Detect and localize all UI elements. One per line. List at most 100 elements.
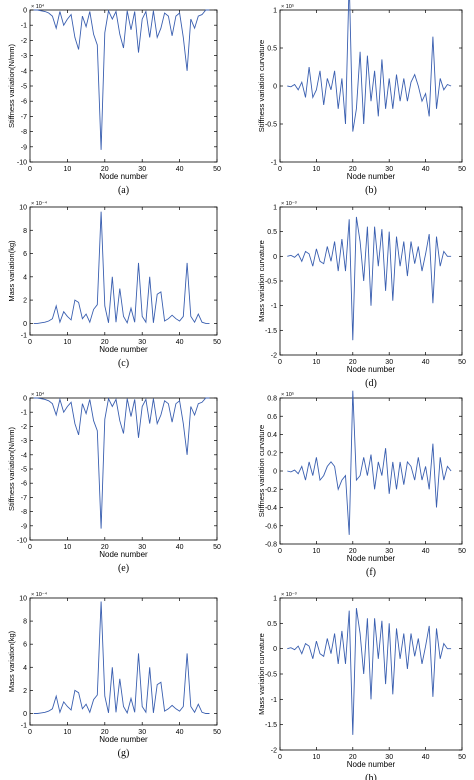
x-tick-label: 40 <box>422 166 430 173</box>
y-tick-label: -2 <box>21 424 27 431</box>
x-tick-label: 20 <box>349 754 357 761</box>
series-line <box>33 9 210 150</box>
y-tick-label: 0.4 <box>267 432 277 439</box>
y-axis-label: Stiffness variation curvature <box>257 425 266 517</box>
panel-caption: (a) <box>118 185 129 196</box>
y-axis-label: Mass variation(kg) <box>7 240 16 302</box>
chart-panel-f: 0 10 20 30 40 50 0.8 0.6 0.4 0.2 0 -0.2 -0.4 -0.6 -0.8… <box>257 390 466 578</box>
y-tick-label: -2 <box>271 353 277 360</box>
x-tick-label: 40 <box>176 544 184 551</box>
y-tick-label: -4 <box>21 452 27 459</box>
panel-caption: (d) <box>365 378 377 389</box>
x-tick-label: 0 <box>278 166 282 173</box>
plot-frame <box>279 206 463 356</box>
y-tick-label: -5 <box>21 84 27 91</box>
x-tick-label: 50 <box>213 339 221 346</box>
series-line <box>287 390 452 535</box>
y-tick-label: 8 <box>23 228 27 235</box>
x-tick-label: 20 <box>101 544 109 551</box>
x-tick-label: 30 <box>385 359 393 366</box>
y-tick-label: 6 <box>23 251 27 258</box>
y-tick-label: -1.5 <box>265 722 277 729</box>
y-tick-label: 1 <box>273 205 277 212</box>
y-tick-label: 1 <box>273 596 277 603</box>
x-tick-label: 20 <box>101 729 109 736</box>
y-tick-label: 0 <box>23 8 27 15</box>
y-tick-label: 0 <box>23 396 27 403</box>
y-tick-label: -0.8 <box>265 542 277 549</box>
x-tick-label: 10 <box>313 359 321 366</box>
y-tick-label: -7 <box>21 495 27 502</box>
x-tick-label: 10 <box>64 729 72 736</box>
y-tick-label: -0.5 <box>265 279 277 286</box>
x-tick-label: 30 <box>138 166 146 173</box>
y-axis-label: Stiffness variation(N/mm) <box>7 43 16 128</box>
y-axis-label: Mass variation(kg) <box>7 630 16 692</box>
panel-caption: (g) <box>118 748 130 759</box>
y-axis-label: Mass variation curvature <box>257 240 266 322</box>
y-axis-label: Stiffness variation curvature <box>257 40 266 132</box>
plot-frame <box>29 597 218 726</box>
x-tick-label: 30 <box>385 166 393 173</box>
y-tick-label: -1.5 <box>265 328 277 335</box>
x-tick-label: 30 <box>385 548 393 555</box>
x-tick-label: 10 <box>313 166 321 173</box>
x-tick-label: 20 <box>349 359 357 366</box>
x-tick-label: 50 <box>213 166 221 173</box>
x-tick-label: 10 <box>313 548 321 555</box>
panel-caption: (b) <box>365 185 377 196</box>
x-tick-label: 40 <box>422 548 430 555</box>
y-tick-label: -6 <box>21 99 27 106</box>
x-axis-label: Node number <box>99 550 148 559</box>
chart-panel-a: 0 10 20 30 40 50 0 -1 -2 -3 -4 -5 -6 -7 -8 -9 -10 × 10⁴ No… <box>7 3 221 196</box>
axis-multiplier: × 10⁵ <box>281 391 294 398</box>
series-line <box>33 601 210 715</box>
x-tick-label: 50 <box>458 359 466 366</box>
y-tick-label: 8 <box>23 619 27 626</box>
y-tick-label: 0 <box>273 646 277 653</box>
y-tick-label: -5 <box>21 467 27 474</box>
y-tick-label: -1 <box>21 723 27 730</box>
x-axis-label: Node number <box>99 172 148 181</box>
x-tick-label: 10 <box>313 754 321 761</box>
y-tick-label: 0.5 <box>267 46 277 53</box>
x-tick-label: 50 <box>458 166 466 173</box>
y-tick-label: 1 <box>273 8 277 15</box>
y-tick-label: 10 <box>19 205 27 212</box>
axis-multiplier: × 10⁵ <box>281 3 294 10</box>
y-tick-label: -0.6 <box>265 523 277 530</box>
y-tick-label: -8 <box>21 509 27 516</box>
series-line <box>287 216 452 341</box>
y-tick-label: -6 <box>21 481 27 488</box>
y-tick-label: -10 <box>17 160 27 167</box>
y-tick-label: -2 <box>21 38 27 45</box>
y-tick-label: -1 <box>271 160 277 167</box>
x-tick-label: 0 <box>28 544 32 551</box>
chart-panel-h: 0 10 20 30 40 50 1 0.5 0 -0.5 -1 -1.5 -2 × 10⁻³ Node n… <box>257 592 466 780</box>
x-tick-label: 40 <box>176 729 184 736</box>
y-tick-label: -10 <box>17 538 27 545</box>
y-tick-label: 0 <box>273 254 277 261</box>
y-axis-label: Stiffness variation(N/mm) <box>7 426 16 511</box>
y-tick-label: 0.8 <box>267 396 277 403</box>
x-tick-label: 0 <box>28 166 32 173</box>
x-tick-label: 0 <box>278 359 282 366</box>
y-tick-label: 0.6 <box>267 414 277 421</box>
y-tick-label: 0 <box>23 321 27 328</box>
y-tick-label: -0.5 <box>265 672 277 679</box>
y-tick-label: -0.5 <box>265 122 277 129</box>
y-tick-label: -0.2 <box>265 487 277 494</box>
series-line <box>33 211 210 324</box>
chart-panel-d: 0 10 20 30 40 50 1 0.5 0 -0.5 -1 -1.5 -2 × 10⁻³ Node n… <box>257 201 466 389</box>
x-tick-label: 50 <box>458 754 466 761</box>
x-tick-label: 30 <box>385 754 393 761</box>
plot-frame <box>29 9 218 163</box>
x-tick-label: 20 <box>349 166 357 173</box>
y-tick-label: 0.2 <box>267 450 277 457</box>
x-tick-label: 20 <box>349 548 357 555</box>
x-axis-label: Node number <box>347 760 396 769</box>
axis-multiplier: × 10⁻⁴ <box>31 591 48 598</box>
y-tick-label: -9 <box>21 523 27 530</box>
y-tick-label: -4 <box>21 68 27 75</box>
